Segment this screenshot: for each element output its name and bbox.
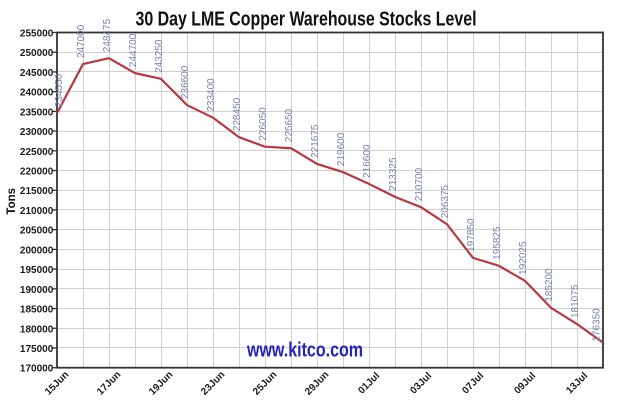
svg-text:219600: 219600 [336,132,347,166]
svg-text:180000: 180000 [20,324,54,335]
svg-text:30 Day LME Copper Warehouse St: 30 Day LME Copper Warehouse Stocks Level [136,9,477,31]
svg-text:255000: 255000 [20,29,54,40]
svg-text:195000: 195000 [20,265,54,276]
svg-text:200000: 200000 [20,245,54,256]
svg-text:234550: 234550 [54,73,65,107]
svg-text:185000: 185000 [20,305,54,316]
svg-text:205000: 205000 [20,226,54,237]
svg-text:248475: 248475 [102,18,113,52]
svg-text:244700: 244700 [128,33,139,67]
svg-text:228450: 228450 [232,97,243,131]
svg-text:236600: 236600 [180,65,191,99]
svg-text:220000: 220000 [20,167,54,178]
svg-text:176350: 176350 [592,308,603,342]
svg-text:Tons: Tons [6,188,18,215]
svg-text:225000: 225000 [20,147,54,158]
svg-text:170000: 170000 [20,364,54,375]
svg-text:175000: 175000 [20,344,54,355]
svg-text:210000: 210000 [20,206,54,217]
svg-text:247000: 247000 [76,24,87,58]
svg-text:www.kitco.com: www.kitco.com [246,340,363,362]
svg-text:216600: 216600 [362,144,373,178]
svg-text:181075: 181075 [570,284,581,318]
svg-text:195825: 195825 [492,226,503,260]
svg-text:192025: 192025 [518,241,529,275]
svg-text:197850: 197850 [466,218,477,252]
svg-text:230000: 230000 [20,127,54,138]
svg-text:185200: 185200 [544,268,555,302]
svg-text:213325: 213325 [388,157,399,191]
svg-text:226050: 226050 [258,107,269,141]
svg-text:233400: 233400 [206,78,217,112]
svg-text:190000: 190000 [20,285,54,296]
svg-text:235000: 235000 [20,107,54,118]
svg-text:240000: 240000 [20,88,54,99]
svg-text:250000: 250000 [20,48,54,59]
svg-text:243250: 243250 [154,39,165,73]
svg-text:206375: 206375 [440,184,451,218]
svg-text:210700: 210700 [414,167,425,201]
svg-text:221675: 221675 [310,124,321,158]
svg-text:225650: 225650 [284,108,295,142]
svg-text:215000: 215000 [20,186,54,197]
svg-text:245000: 245000 [20,68,54,79]
